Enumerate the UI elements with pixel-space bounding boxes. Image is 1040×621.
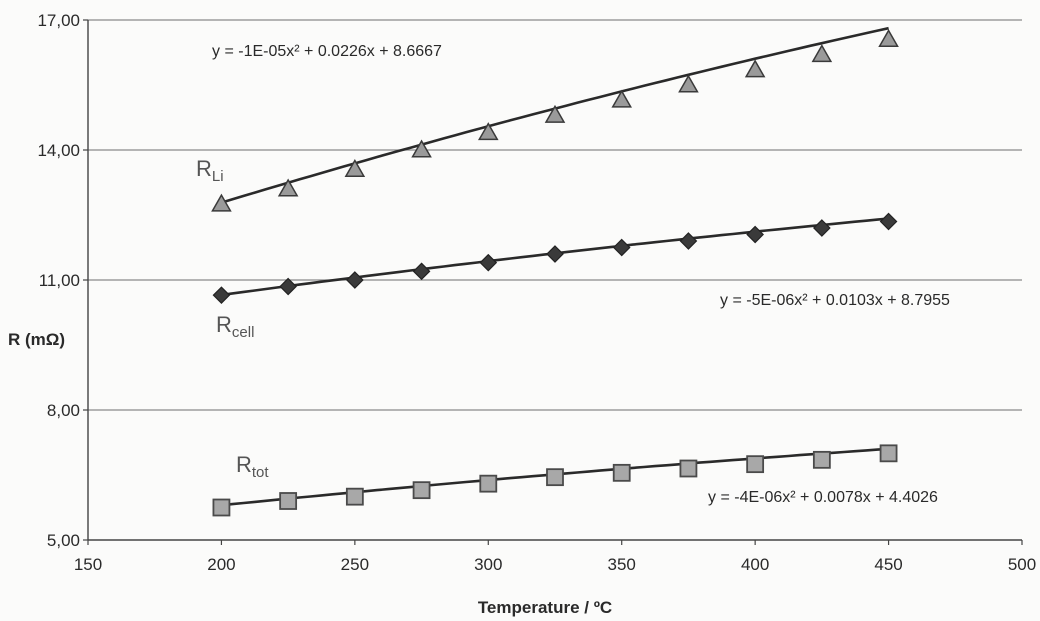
marker-cell-6 xyxy=(612,238,631,257)
series-label-cell: Rcell xyxy=(216,312,254,341)
x-axis-title: Temperature / ºC xyxy=(478,598,612,617)
x-tick-label: 300 xyxy=(474,555,502,574)
marker-cell-0 xyxy=(212,286,231,305)
marker-cell-5 xyxy=(546,245,564,263)
data-markers xyxy=(211,28,899,517)
x-tick-label: 400 xyxy=(741,555,769,574)
marker-tot-4 xyxy=(479,474,498,493)
marker-cell-9 xyxy=(813,219,831,237)
grid-lines xyxy=(88,19,1022,411)
x-tick-label: 200 xyxy=(207,555,235,574)
y-tick-label: 5,00 xyxy=(47,531,80,550)
marker-tot-0 xyxy=(212,498,231,517)
marker-tot-6 xyxy=(612,463,631,482)
y-tick-label: 11,00 xyxy=(39,271,80,290)
marker-Li-3 xyxy=(411,139,432,158)
marker-cell-10 xyxy=(879,212,898,231)
marker-tot-8 xyxy=(746,455,765,474)
marker-cell-3 xyxy=(412,262,431,281)
x-tick-label: 500 xyxy=(1008,555,1036,574)
marker-tot-5 xyxy=(546,468,564,487)
series-label-Li: RLi xyxy=(196,156,224,185)
marker-Li-5 xyxy=(544,104,566,123)
marker-cell-1 xyxy=(279,277,297,296)
y-tick-label: 8,00 xyxy=(47,401,80,420)
marker-tot-10 xyxy=(879,444,898,463)
x-tick-label: 250 xyxy=(341,555,369,574)
series-label-tot: Rtot xyxy=(236,452,269,481)
marker-Li-10 xyxy=(878,28,899,47)
trendline-equation-tot: y = -4E-06x² + 0.0078x + 4.4026 xyxy=(708,489,938,506)
marker-tot-7 xyxy=(679,459,698,478)
marker-tot-1 xyxy=(279,492,298,510)
marker-tot-3 xyxy=(412,481,431,500)
marker-Li-1 xyxy=(277,178,299,197)
trendline-equation-Li: y = -1E-05x² + 0.0226x + 8.6667 xyxy=(212,43,442,60)
chart-text: 5,00 8,00 11,00 14,00 17,00 150 200 250 300 350 40… xyxy=(8,11,1036,617)
x-tick-label: 150 xyxy=(74,555,102,574)
marker-Li-4 xyxy=(477,122,499,141)
axes xyxy=(83,19,1023,545)
y-tick-label: 17,00 xyxy=(37,11,80,30)
marker-cell-2 xyxy=(346,271,364,289)
marker-Li-7 xyxy=(678,74,699,93)
x-tick-label: 350 xyxy=(608,555,636,574)
marker-tot-2 xyxy=(345,487,364,506)
y-axis-title: R (mΩ) xyxy=(8,330,65,349)
marker-Li-6 xyxy=(611,89,633,108)
trendline-equation-cell: y = -5E-06x² + 0.0103x + 8.7955 xyxy=(720,292,950,309)
marker-Li-8 xyxy=(744,59,766,78)
marker-tot-9 xyxy=(812,450,831,469)
marker-Li-0 xyxy=(211,193,232,212)
marker-cell-4 xyxy=(479,253,498,272)
y-tick-label: 14,00 xyxy=(37,141,80,160)
marker-Li-9 xyxy=(811,44,833,63)
marker-Li-2 xyxy=(344,158,366,177)
marker-cell-7 xyxy=(679,232,698,250)
x-tick-label: 450 xyxy=(874,555,902,574)
marker-cell-8 xyxy=(746,225,764,244)
